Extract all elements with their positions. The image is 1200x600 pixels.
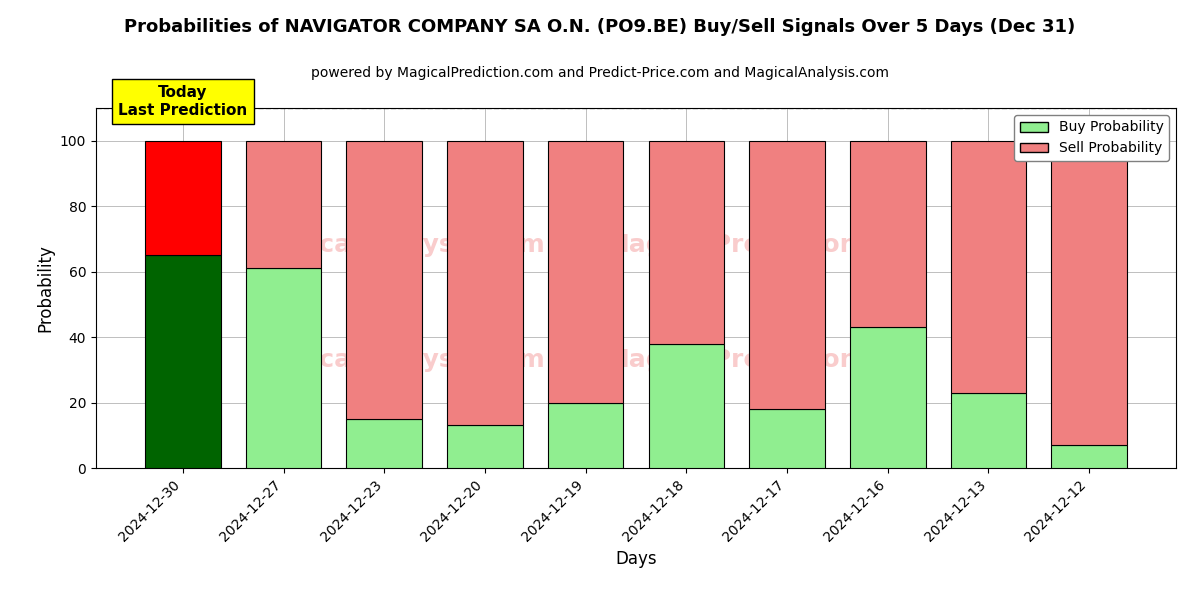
Text: powered by MagicalPrediction.com and Predict-Price.com and MagicalAnalysis.com: powered by MagicalPrediction.com and Pre… (311, 66, 889, 80)
X-axis label: Days: Days (616, 550, 656, 568)
Text: MagicalAnalysis.com: MagicalAnalysis.com (252, 233, 545, 257)
Bar (448, 141, 523, 425)
Bar (648, 344, 724, 468)
Bar (548, 141, 624, 403)
Bar (347, 141, 422, 419)
Bar (749, 141, 824, 409)
Text: MagicalAnalysis.com: MagicalAnalysis.com (252, 348, 545, 372)
Text: MagicalPrediction.com: MagicalPrediction.com (605, 233, 926, 257)
Bar (145, 141, 221, 255)
Bar (1051, 445, 1127, 468)
Bar (749, 409, 824, 468)
Bar (1051, 141, 1127, 445)
Bar (448, 425, 523, 468)
Text: Today
Last Prediction: Today Last Prediction (119, 85, 247, 118)
Bar (950, 141, 1026, 393)
Bar (548, 403, 624, 468)
Bar (246, 141, 322, 268)
Legend: Buy Probability, Sell Probability: Buy Probability, Sell Probability (1014, 115, 1169, 161)
Bar (648, 141, 724, 344)
Text: Probabilities of NAVIGATOR COMPANY SA O.N. (PO9.BE) Buy/Sell Signals Over 5 Days: Probabilities of NAVIGATOR COMPANY SA O.… (125, 18, 1075, 36)
Y-axis label: Probability: Probability (36, 244, 54, 332)
Bar (347, 419, 422, 468)
Text: MagicalPrediction.com: MagicalPrediction.com (605, 348, 926, 372)
Bar (850, 327, 925, 468)
Bar (950, 393, 1026, 468)
Bar (145, 255, 221, 468)
Bar (246, 268, 322, 468)
Bar (850, 141, 925, 327)
